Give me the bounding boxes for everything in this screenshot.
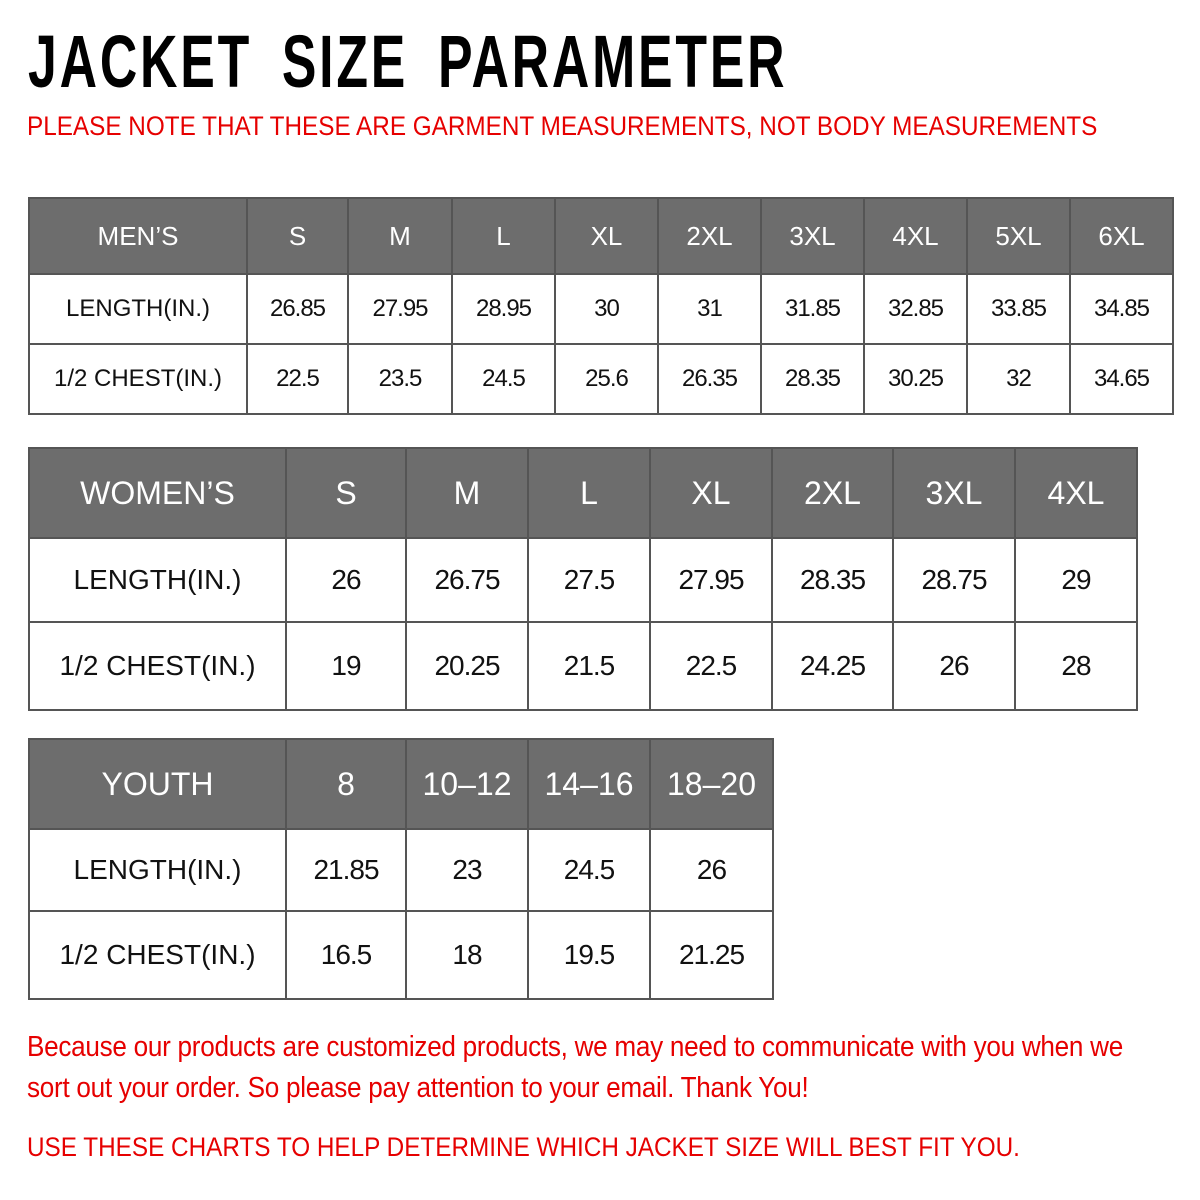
- size-header: 14–16: [527, 738, 651, 830]
- youth-size-table: YOUTH 8 10–12 14–16 18–20 LENGTH(IN.) 21.85 23 2…: [28, 738, 774, 1000]
- size-header: 2XL: [657, 197, 762, 275]
- garment-measurement-note: PLEASE NOTE THAT THESE ARE GARMENT MEASU…: [27, 111, 1098, 141]
- measurement-cell: 26.75: [405, 537, 529, 623]
- measurement-cell: 26.85: [246, 273, 349, 345]
- measurement-cell: 21.5: [527, 621, 651, 711]
- page-title: JACKET SIZE PARAMETER: [28, 20, 788, 103]
- table-row: LENGTH(IN.) 21.85 23 24.5 26: [28, 828, 774, 912]
- table-row: 1/2 CHEST(IN.) 22.5 23.5 24.5 25.6 26.35 28.35…: [28, 343, 1174, 415]
- size-header: M: [405, 447, 529, 539]
- measurement-cell: 21.25: [649, 910, 774, 1000]
- measurement-cell: 21.85: [285, 828, 407, 912]
- measurement-cell: 28.35: [760, 343, 865, 415]
- table-row: LENGTH(IN.) 26.85 27.95 28.95 30 31 31.85 32.85…: [28, 273, 1174, 345]
- measurement-cell: 33.85: [966, 273, 1071, 345]
- size-header: 3XL: [760, 197, 865, 275]
- size-header: L: [451, 197, 556, 275]
- measurement-cell: 28.95: [451, 273, 556, 345]
- measurement-cell: 18: [405, 910, 529, 1000]
- row-label: 1/2 CHEST(IN.): [28, 621, 287, 711]
- measurement-cell: 23.5: [347, 343, 453, 415]
- table-row: LENGTH(IN.) 26 26.75 27.5 27.95 28.35 28.75 29: [28, 537, 1138, 623]
- row-label: 1/2 CHEST(IN.): [28, 343, 248, 415]
- measurement-cell: 27.95: [347, 273, 453, 345]
- header-row: YOUTH 8 10–12 14–16 18–20: [28, 738, 774, 830]
- measurement-cell: 24.5: [527, 828, 651, 912]
- size-header: 10–12: [405, 738, 529, 830]
- size-header: L: [527, 447, 651, 539]
- row-label: LENGTH(IN.): [28, 273, 248, 345]
- size-header: S: [246, 197, 349, 275]
- measurement-cell: 32: [966, 343, 1071, 415]
- measurement-cell: 30: [554, 273, 659, 345]
- measurement-cell: 25.6: [554, 343, 659, 415]
- measurement-cell: 27.95: [649, 537, 773, 623]
- measurement-cell: 28.75: [892, 537, 1016, 623]
- measurement-cell: 26: [285, 537, 407, 623]
- measurement-cell: 22.5: [246, 343, 349, 415]
- measurement-cell: 28.35: [771, 537, 894, 623]
- measurement-cell: 19: [285, 621, 407, 711]
- measurement-cell: 34.85: [1069, 273, 1174, 345]
- header-row: MEN’S S M L XL 2XL 3XL 4XL 5XL 6XL: [28, 197, 1174, 275]
- size-header: 2XL: [771, 447, 894, 539]
- category-label: MEN’S: [28, 197, 248, 275]
- category-label: WOMEN’S: [28, 447, 287, 539]
- row-label: LENGTH(IN.): [28, 537, 287, 623]
- measurement-cell: 34.65: [1069, 343, 1174, 415]
- measurement-cell: 32.85: [863, 273, 968, 345]
- measurement-cell: 30.25: [863, 343, 968, 415]
- table-row: 1/2 CHEST(IN.) 19 20.25 21.5 22.5 24.25 26 28: [28, 621, 1138, 711]
- measurement-cell: 24.5: [451, 343, 556, 415]
- measurement-cell: 19.5: [527, 910, 651, 1000]
- measurement-cell: 28: [1014, 621, 1138, 711]
- size-header: S: [285, 447, 407, 539]
- size-header: 5XL: [966, 197, 1071, 275]
- size-header: M: [347, 197, 453, 275]
- mens-size-table: MEN’S S M L XL 2XL 3XL 4XL 5XL 6XL LENGTH(IN.) 26.8…: [28, 197, 1174, 415]
- measurement-cell: 31.85: [760, 273, 865, 345]
- size-header: 18–20: [649, 738, 774, 830]
- size-advice: USE THESE CHARTS TO HELP DETERMINE WHICH…: [27, 1132, 1020, 1162]
- measurement-cell: 24.25: [771, 621, 894, 711]
- size-header: XL: [649, 447, 773, 539]
- category-label: YOUTH: [28, 738, 287, 830]
- size-header: 4XL: [1014, 447, 1138, 539]
- measurement-cell: 26.35: [657, 343, 762, 415]
- size-header: 3XL: [892, 447, 1016, 539]
- measurement-cell: 26: [649, 828, 774, 912]
- header-row: WOMEN’S S M L XL 2XL 3XL 4XL: [28, 447, 1138, 539]
- measurement-cell: 20.25: [405, 621, 529, 711]
- measurement-cell: 16.5: [285, 910, 407, 1000]
- measurement-cell: 26: [892, 621, 1016, 711]
- size-header: 8: [285, 738, 407, 830]
- measurement-cell: 22.5: [649, 621, 773, 711]
- row-label: 1/2 CHEST(IN.): [28, 910, 287, 1000]
- measurement-cell: 27.5: [527, 537, 651, 623]
- table-row: 1/2 CHEST(IN.) 16.5 18 19.5 21.25: [28, 910, 774, 1000]
- measurement-cell: 31: [657, 273, 762, 345]
- measurement-cell: 29: [1014, 537, 1138, 623]
- measurement-cell: 23: [405, 828, 529, 912]
- size-header: XL: [554, 197, 659, 275]
- size-header: 4XL: [863, 197, 968, 275]
- customization-message: Because our products are customized prod…: [27, 1031, 1123, 1104]
- womens-size-table: WOMEN’S S M L XL 2XL 3XL 4XL LENGTH(IN.) 26 26.75 2…: [28, 447, 1138, 711]
- row-label: LENGTH(IN.): [28, 828, 287, 912]
- size-header: 6XL: [1069, 197, 1174, 275]
